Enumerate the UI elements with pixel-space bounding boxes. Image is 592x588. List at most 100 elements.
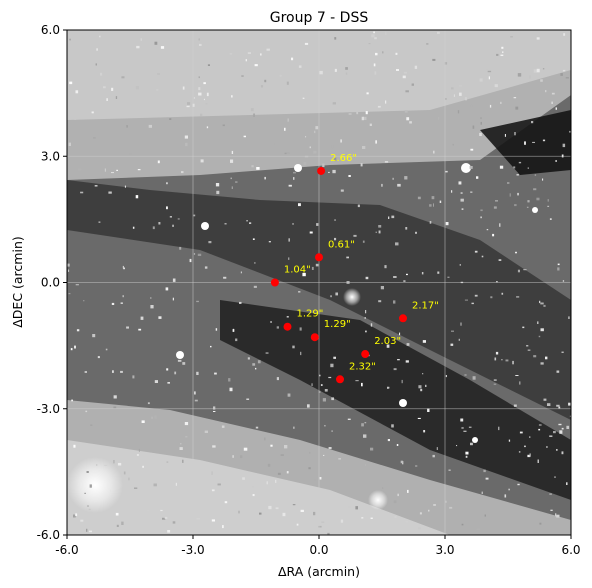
background-star	[232, 329, 235, 332]
background-star	[141, 420, 145, 423]
background-star	[479, 132, 482, 136]
x-axis-ticks: -6.0 -3.0 0.0 3.0 6.0	[55, 535, 581, 557]
background-star	[140, 38, 142, 41]
background-star	[357, 204, 360, 208]
background-star	[206, 92, 209, 97]
data-point-label: 2.66"	[330, 153, 357, 164]
background-star	[309, 231, 313, 234]
background-star	[215, 328, 218, 331]
background-star	[224, 501, 228, 504]
background-star	[382, 487, 384, 489]
background-star	[536, 37, 540, 40]
background-star	[211, 519, 215, 522]
background-star	[527, 454, 531, 458]
background-star	[384, 161, 389, 163]
background-star	[562, 143, 566, 148]
y-tick-label: 3.0	[41, 149, 60, 163]
background-star	[84, 492, 86, 494]
background-star	[468, 426, 472, 428]
background-star	[123, 471, 126, 475]
y-tick-label: 6.0	[41, 23, 60, 37]
background-star	[361, 382, 363, 387]
background-star	[517, 269, 520, 273]
background-star	[568, 316, 570, 319]
background-star	[288, 184, 292, 187]
background-star	[160, 46, 165, 49]
background-star	[96, 464, 98, 466]
background-star	[549, 218, 552, 220]
background-star	[147, 402, 150, 405]
background-star	[499, 223, 501, 227]
background-star	[397, 493, 399, 497]
background-star	[498, 259, 502, 261]
background-star	[166, 461, 169, 463]
background-star	[97, 356, 100, 359]
background-star	[465, 451, 469, 455]
background-star	[172, 521, 176, 524]
background-star	[464, 299, 468, 301]
background-star	[393, 368, 397, 371]
background-star	[288, 257, 290, 260]
background-star	[400, 460, 403, 464]
background-star	[288, 516, 291, 519]
background-star	[150, 305, 154, 309]
background-star	[334, 157, 337, 162]
background-star	[214, 372, 217, 375]
background-star	[384, 265, 387, 269]
background-star	[547, 199, 549, 202]
background-star	[292, 345, 295, 349]
background-star	[501, 46, 504, 49]
background-star	[451, 87, 454, 90]
background-star	[197, 253, 202, 256]
background-star	[284, 152, 287, 155]
background-star	[437, 31, 440, 34]
background-star	[235, 338, 238, 342]
background-star	[361, 517, 364, 519]
background-star	[537, 459, 539, 463]
background-star	[481, 491, 483, 494]
background-star	[365, 464, 367, 466]
background-star	[172, 278, 176, 282]
background-star	[319, 374, 321, 377]
background-star	[206, 126, 209, 129]
background-star	[302, 272, 306, 277]
background-star	[419, 512, 422, 515]
background-star	[68, 142, 71, 146]
background-star	[386, 344, 390, 348]
background-star	[538, 424, 542, 426]
background-star	[247, 357, 250, 360]
background-star	[291, 57, 294, 61]
background-star	[222, 525, 224, 529]
background-star	[518, 451, 521, 453]
background-star	[300, 509, 304, 512]
background-star	[365, 330, 367, 333]
background-star	[565, 77, 569, 79]
background-star	[260, 53, 262, 56]
background-star	[138, 328, 142, 331]
background-star	[286, 152, 290, 154]
background-star	[406, 273, 408, 276]
background-star	[529, 453, 531, 457]
background-star	[490, 296, 493, 299]
background-star	[94, 185, 98, 187]
background-star	[320, 384, 323, 386]
background-star	[179, 447, 183, 450]
background-star	[405, 521, 409, 523]
background-star	[415, 465, 418, 467]
background-star	[549, 493, 552, 495]
background-star	[266, 481, 268, 485]
background-star	[368, 43, 371, 45]
background-star	[509, 193, 511, 197]
background-star	[230, 159, 234, 163]
background-star	[374, 37, 377, 40]
background-star	[124, 185, 126, 188]
y-tick-label: -6.0	[37, 528, 60, 542]
x-tick-label: 0.0	[309, 543, 328, 557]
background-star	[164, 516, 168, 519]
background-star	[298, 291, 301, 293]
background-star	[75, 90, 79, 94]
background-star	[322, 398, 326, 402]
background-star	[445, 170, 448, 173]
background-star	[484, 514, 486, 517]
background-star	[235, 181, 238, 183]
